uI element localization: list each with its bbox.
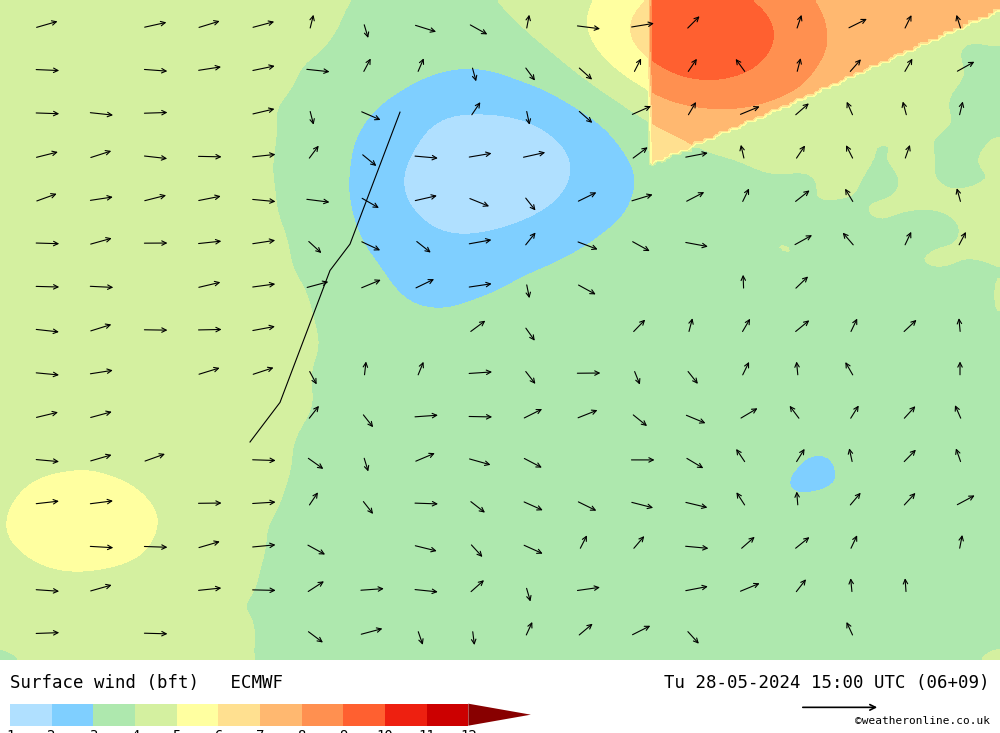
Text: 8: 8: [297, 729, 306, 733]
Bar: [218, 704, 260, 726]
Bar: [93, 704, 135, 726]
Bar: [52, 704, 93, 726]
Text: 2: 2: [47, 729, 56, 733]
Bar: [343, 704, 385, 726]
Text: ©weatheronline.co.uk: ©weatheronline.co.uk: [855, 715, 990, 726]
Text: 9: 9: [339, 729, 348, 733]
Bar: [260, 704, 302, 726]
Bar: [135, 704, 177, 726]
Text: 5: 5: [172, 729, 181, 733]
Text: 12: 12: [460, 729, 477, 733]
Text: 3: 3: [89, 729, 98, 733]
Bar: [385, 704, 427, 726]
Text: 10: 10: [377, 729, 393, 733]
Bar: [427, 704, 468, 726]
Bar: [10, 704, 52, 726]
Bar: [302, 704, 343, 726]
Bar: [177, 704, 218, 726]
Text: 11: 11: [418, 729, 435, 733]
Text: 6: 6: [214, 729, 223, 733]
Text: 7: 7: [256, 729, 264, 733]
Text: Tu 28-05-2024 15:00 UTC (06+09): Tu 28-05-2024 15:00 UTC (06+09): [664, 674, 990, 693]
Text: Surface wind (bft)   ECMWF: Surface wind (bft) ECMWF: [10, 674, 283, 693]
Text: 1: 1: [6, 729, 14, 733]
Polygon shape: [468, 704, 531, 726]
Text: 4: 4: [131, 729, 139, 733]
